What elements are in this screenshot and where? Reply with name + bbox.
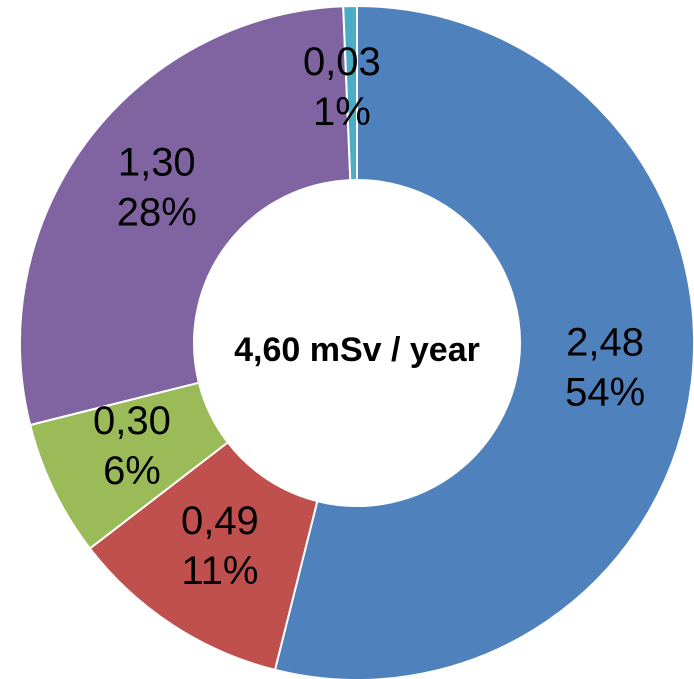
donut-slice-0: [273, 4, 694, 679]
slice-labels: 2,48 54% 0,49 11% 0,30 6% 1,30 28% 0,03 1%: [93, 40, 645, 593]
slice-percent-label-3: 28%: [117, 190, 197, 234]
donut-slice-3: [19, 5, 352, 427]
slice-percent-label-4: 1%: [313, 90, 371, 134]
slice-value-label-1: 0,49: [181, 499, 259, 543]
slice-percent-label-0: 54%: [565, 371, 645, 415]
slice-percent-label-1: 11%: [181, 549, 258, 593]
slice-percent-label-2: 6%: [103, 449, 161, 493]
donut-slice-4: [342, 4, 358, 182]
donut-slices: [19, 4, 694, 679]
slice-value-label-3: 1,30: [118, 140, 196, 184]
slice-value-label-2: 0,30: [93, 399, 171, 443]
slice-value-label-4: 0,03: [303, 40, 381, 84]
center-total-label: 4,60 mSv / year: [234, 331, 480, 369]
slice-value-label-0: 2,48: [566, 321, 644, 365]
